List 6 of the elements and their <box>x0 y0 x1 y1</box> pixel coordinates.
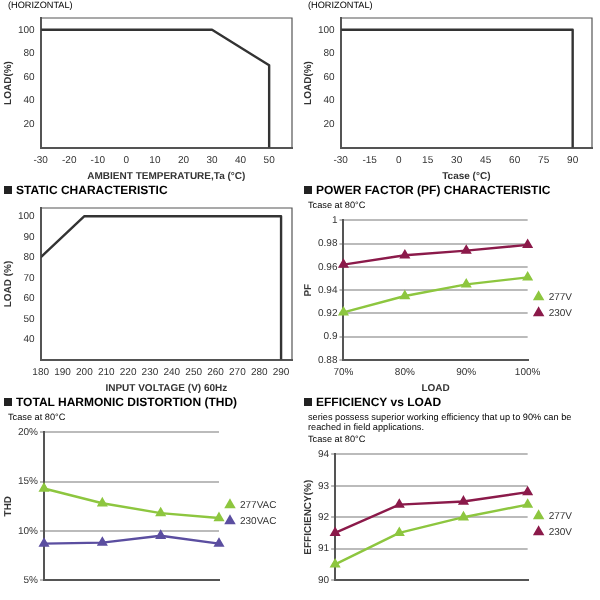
point <box>338 307 349 317</box>
point <box>330 559 340 568</box>
point <box>458 496 469 506</box>
point <box>400 250 410 260</box>
point <box>394 499 404 509</box>
point <box>522 499 533 509</box>
